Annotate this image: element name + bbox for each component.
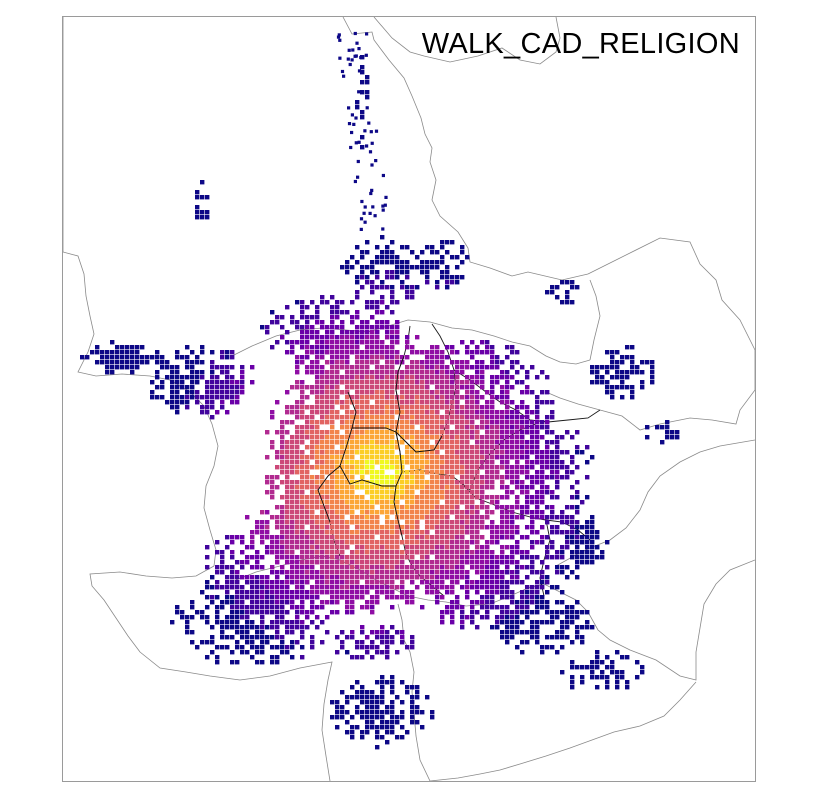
boundary-south-east [543,559,755,681]
boundary-east [545,237,755,431]
boundary-south-west [89,565,333,781]
boundary-south [429,681,697,781]
boundary-west [63,251,219,567]
boundary-inner-ring-east [589,279,601,361]
center-district-outline [317,355,443,537]
boundary-north-east [373,17,561,65]
map-title: WALK_CAD_RELIGION [421,28,740,60]
accessibility-heatmap [80,31,680,750]
boundary-north [342,17,589,281]
